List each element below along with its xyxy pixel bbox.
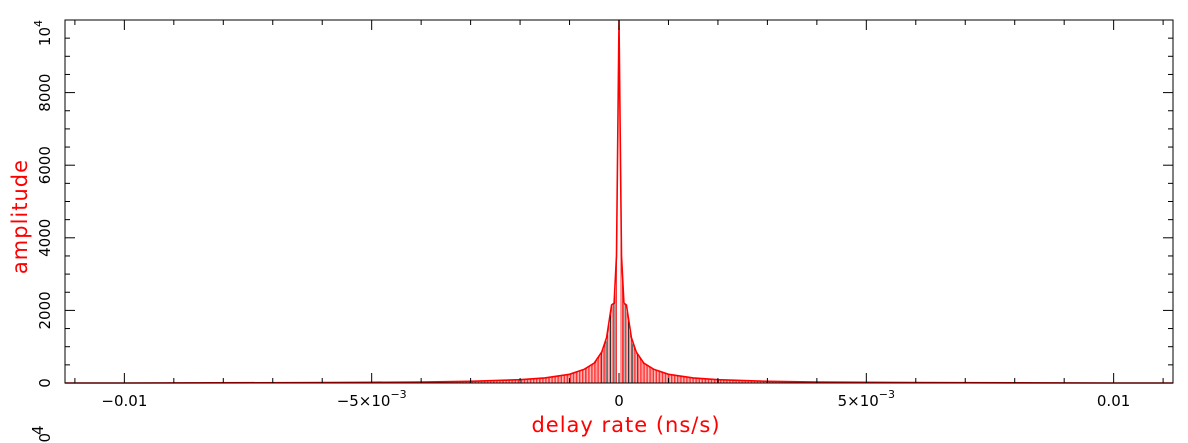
x-tick-label: 5×10−3 bbox=[838, 388, 895, 410]
y-tick-label: 0 bbox=[36, 378, 54, 388]
x-tick-label: −5×10−3 bbox=[337, 388, 407, 410]
x-axis-title: delay rate (ns/s) bbox=[531, 413, 720, 437]
y-tick-label: 8000 bbox=[36, 74, 54, 112]
x-tick-labels: −0.01 −5×10−3 0 5×10−3 0.01 bbox=[101, 388, 1130, 410]
y-tick-label: 4000 bbox=[36, 219, 54, 257]
y-tick-label: 6000 bbox=[36, 146, 54, 184]
series-line-amplitude bbox=[65, 19, 1173, 384]
y-axis-title: amplitude bbox=[8, 159, 32, 274]
y-tick-labels: 0 2000 4000 6000 8000 104 bbox=[32, 20, 54, 388]
x-tick-label: −0.01 bbox=[101, 392, 147, 410]
tick-marks bbox=[65, 19, 1173, 384]
x-tick-label: 0.01 bbox=[1097, 392, 1130, 410]
y-tick-label: 104 bbox=[32, 20, 54, 46]
x-tick-label: 0 bbox=[614, 392, 624, 410]
next-panel-y-label-exp: 4 bbox=[29, 425, 47, 435]
next-panel-y-label: 10 4 bbox=[29, 425, 54, 443]
y-tick-label: 2000 bbox=[36, 291, 54, 329]
sidelobe-fringes bbox=[297, 226, 941, 383]
next-panel-y-label-base: 10 bbox=[36, 433, 54, 443]
